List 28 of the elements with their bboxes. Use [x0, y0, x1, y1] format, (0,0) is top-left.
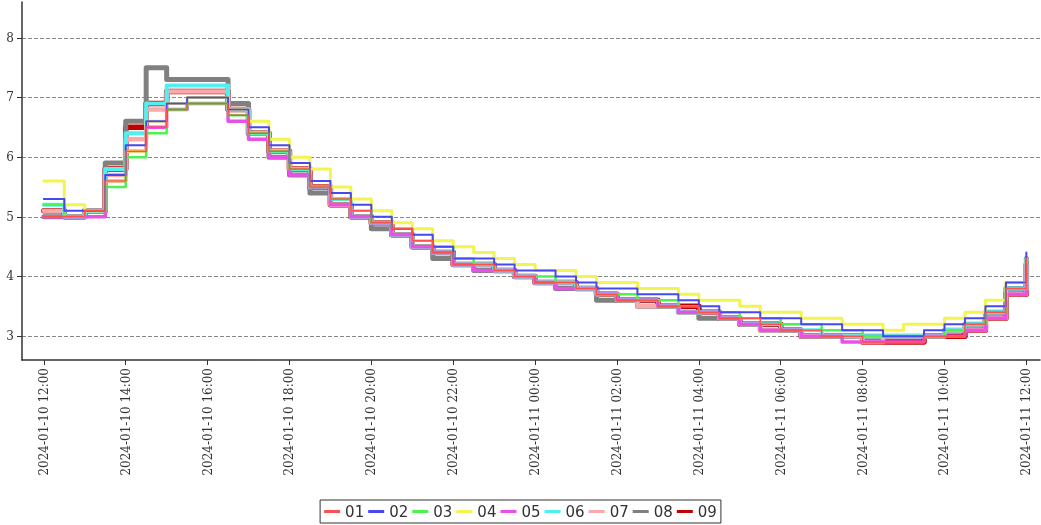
x-tick-label: 2024-01-11 10:00	[937, 368, 952, 476]
x-tick-label: 2024-01-10 22:00	[446, 368, 461, 476]
y-tick-label: 5	[6, 209, 14, 224]
y-tick-label: 4	[6, 269, 15, 284]
x-tick-label: 2024-01-11 06:00	[773, 368, 788, 476]
y-tick-label: 6	[6, 150, 14, 165]
x-tick-label: 2024-01-11 04:00	[691, 368, 706, 476]
x-tick-label: 2024-01-10 16:00	[200, 368, 215, 476]
x-tick-label: 2024-01-11 02:00	[609, 368, 624, 476]
legend-label: 02	[389, 502, 409, 521]
x-tick-label: 2024-01-11 12:00	[1019, 368, 1034, 476]
x-tick-label: 2024-01-10 20:00	[364, 368, 379, 476]
y-tick-label: 8	[6, 30, 14, 45]
legend-label: 01	[345, 502, 365, 521]
legend-label: 06	[565, 502, 585, 521]
legend-label: 03	[433, 502, 453, 521]
x-tick-label: 2024-01-11 08:00	[855, 368, 870, 476]
x-tick-label: 2024-01-10 14:00	[118, 368, 133, 476]
x-tick-label: 2024-01-11 00:00	[528, 368, 543, 476]
y-tick-label: 3	[6, 329, 14, 344]
legend-label: 05	[521, 502, 541, 521]
x-tick-label: 2024-01-10 12:00	[36, 368, 51, 476]
legend-label: 08	[653, 502, 673, 521]
legend-label: 04	[477, 502, 497, 521]
y-tick-label: 7	[6, 90, 14, 105]
x-tick-label: 2024-01-10 18:00	[282, 368, 297, 476]
legend-label: 09	[697, 502, 717, 521]
legend-label: 07	[609, 502, 629, 521]
